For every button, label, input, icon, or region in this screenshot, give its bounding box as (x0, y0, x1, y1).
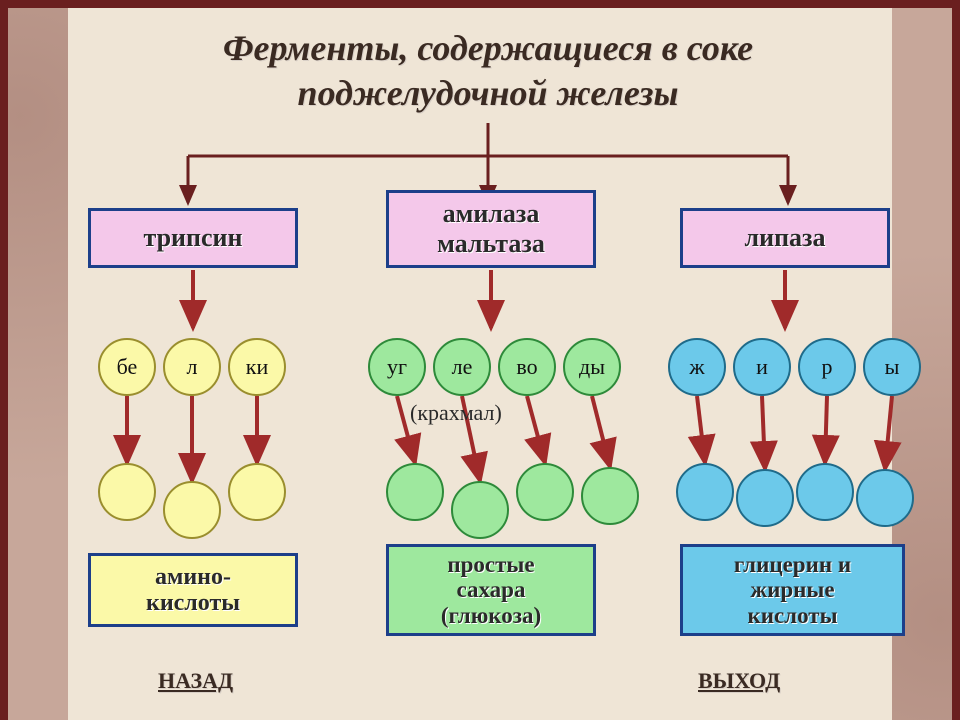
proteins-bot-circle (163, 481, 221, 539)
fats-top-circle: и (733, 338, 791, 396)
fats-top-circle: ы (863, 338, 921, 396)
carbs-top-circle: во (498, 338, 556, 396)
enzyme-amylase: амилаза мальтаза (386, 190, 596, 268)
nav-back[interactable]: НАЗАД (158, 668, 233, 694)
proteins-top-circle: бе (98, 338, 156, 396)
result-glycerin: глицерин и жирные кислоты (680, 544, 905, 636)
title-line1: Ферменты, содержащиеся в соке (223, 28, 753, 68)
fats-bot-circle (676, 463, 734, 521)
result-amino: амино- кислоты (88, 553, 298, 627)
carbs-top-circle: ды (563, 338, 621, 396)
carbs-bot-circle (516, 463, 574, 521)
proteins-bot-circle (98, 463, 156, 521)
diagram-title: Ферменты, содержащиеся в соке поджелудоч… (8, 26, 960, 116)
fats-bot-circle (736, 469, 794, 527)
enzyme-lipase: липаза (680, 208, 890, 268)
carbs-bot-circle (581, 467, 639, 525)
fats-top-circle: р (798, 338, 856, 396)
result-sugars: простые сахара (глюкоза) (386, 544, 596, 636)
proteins-bot-circle (228, 463, 286, 521)
proteins-top-circle: ки (228, 338, 286, 396)
diagram-stage: Ферменты, содержащиеся в соке поджелудоч… (0, 0, 960, 720)
title-line2: поджелудочной железы (298, 73, 679, 113)
carbs-top-circle: ле (433, 338, 491, 396)
fats-bot-circle (796, 463, 854, 521)
fats-top-circle: ж (668, 338, 726, 396)
carbs-bot-circle (386, 463, 444, 521)
carbs-bot-circle (451, 481, 509, 539)
fats-bot-circle (856, 469, 914, 527)
carbs-top-circle: уг (368, 338, 426, 396)
enzyme-trypsin: трипсин (88, 208, 298, 268)
proteins-top-circle: л (163, 338, 221, 396)
carbs-sublabel: (крахмал) (410, 400, 502, 426)
nav-exit[interactable]: ВЫХОД (698, 668, 780, 694)
